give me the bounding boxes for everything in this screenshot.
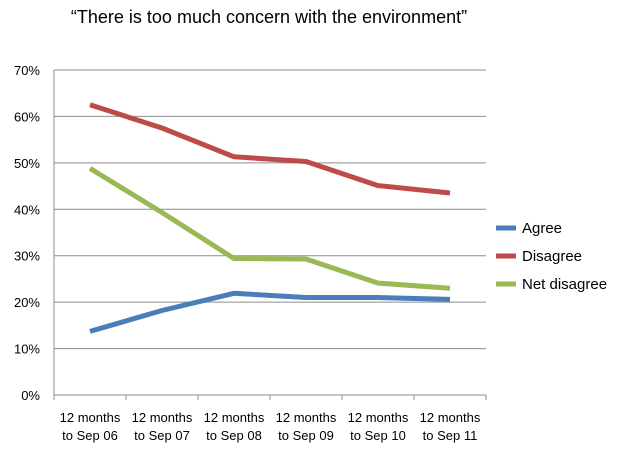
x-tick-label-line: to Sep 08 <box>206 428 262 443</box>
series-line-disagree <box>89 102 451 196</box>
x-tick-label: 12 months to Sep 09 <box>276 410 337 443</box>
y-tick-label: 60% <box>14 109 40 124</box>
series-line-agree <box>89 290 451 334</box>
series-line-net-disagree <box>88 166 451 291</box>
x-tick-label: 12 months to Sep 10 <box>348 410 409 443</box>
chart-title: “There is too much concern with the envi… <box>70 7 468 27</box>
x-tick-label: 12 months to Sep 07 <box>132 410 193 443</box>
x-tick-label-line: to Sep 11 <box>423 428 478 443</box>
x-tick-label-line: to Sep 10 <box>350 428 406 443</box>
x-tick-label-line: to Sep 06 <box>62 428 118 443</box>
legend-label: Net disagree <box>522 276 607 293</box>
x-tick-label: 12 months to Sep 06 <box>60 410 121 443</box>
y-tick-label: 0% <box>21 388 40 403</box>
y-tick-label: 70% <box>14 63 40 78</box>
y-tick-label: 40% <box>14 202 40 217</box>
x-tick-label-line: to Sep 07 <box>134 428 190 443</box>
legend-label: Agree <box>522 220 562 237</box>
legend: Agree Disagree Net disagree <box>496 220 607 293</box>
y-tick-label: 10% <box>14 342 40 357</box>
x-tick-label: 12 months to Sep 08 <box>204 410 265 443</box>
gridlines <box>54 69 486 350</box>
x-tick-label-line: 12 months <box>420 410 481 425</box>
y-axis-tick-labels: 0% 10% 20% 30% 40% 50% 60% 70% <box>14 63 40 403</box>
x-tick-label-line: 12 months <box>204 410 265 425</box>
x-tick-label-line: 12 months <box>348 410 409 425</box>
y-tick-label: 50% <box>14 156 40 171</box>
y-tick-label: 20% <box>14 295 40 310</box>
x-tick-label-line: 12 months <box>276 410 337 425</box>
x-tick-label-line: 12 months <box>60 410 121 425</box>
y-tick-label: 30% <box>14 249 40 264</box>
x-tick-label-line: to Sep 09 <box>278 428 334 443</box>
x-tick-label: 12 months to Sep 11 <box>420 410 481 443</box>
legend-label: Disagree <box>522 248 582 265</box>
axes <box>53 70 487 400</box>
x-tick-label-line: 12 months <box>132 410 193 425</box>
series-lines <box>88 102 451 334</box>
